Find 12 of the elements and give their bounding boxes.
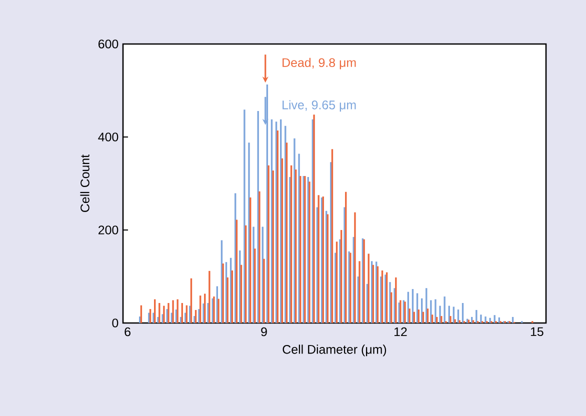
- y-tick-label: 200: [98, 226, 118, 234]
- x-tick-label: 9: [261, 327, 267, 336]
- y-tick-label: 0: [112, 318, 118, 328]
- x-tick-label: 12: [394, 327, 407, 336]
- x-tick-label: 6: [124, 327, 130, 336]
- x-tick-label: 15: [530, 327, 544, 336]
- x-axis-title: Cell Diameter (μm): [282, 344, 386, 356]
- annotation: Live, 9.65 μm: [282, 100, 356, 112]
- y-tick-label: 400: [98, 132, 118, 142]
- y-tick-label: 600: [98, 40, 118, 48]
- y-axis-title: Cell Count: [80, 154, 90, 212]
- annotation: Dead, 9.8 μm: [282, 58, 356, 70]
